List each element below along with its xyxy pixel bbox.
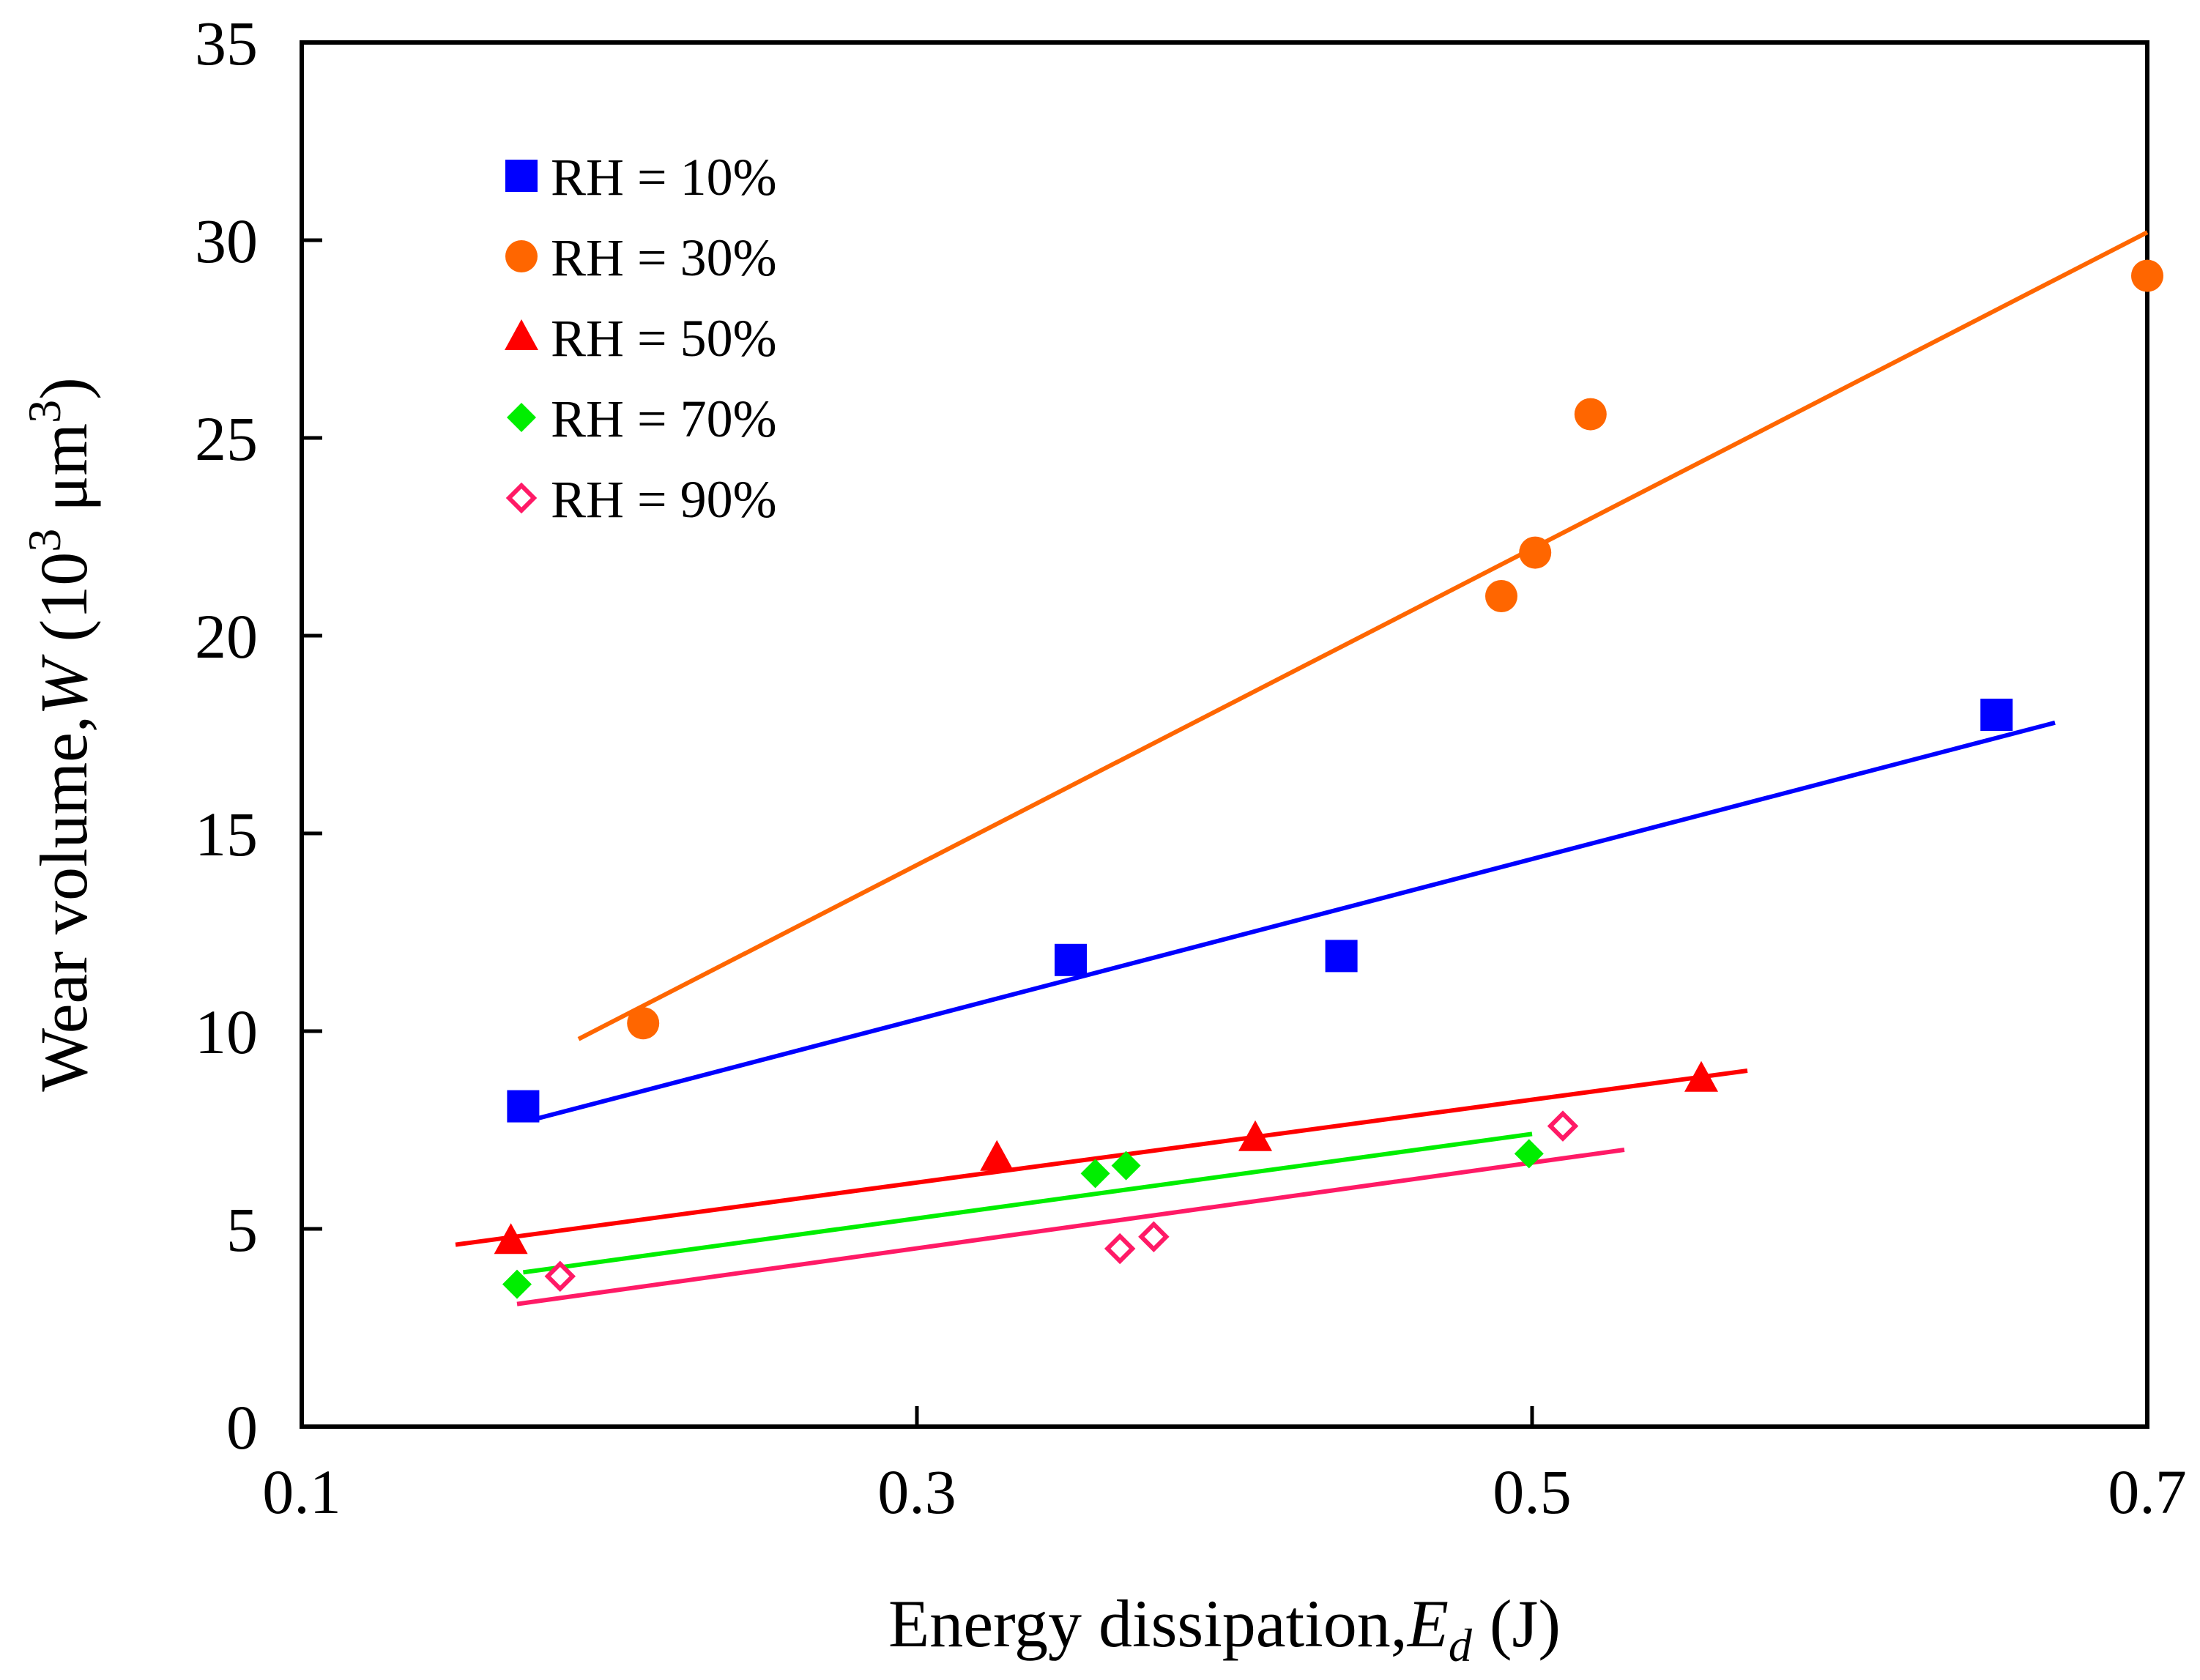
legend-label-rh-70: RH = 70% <box>551 390 777 448</box>
data-point-rh-70 <box>1111 1151 1141 1181</box>
fit-lines <box>455 230 2149 1307</box>
legend-label-rh-30: RH = 30% <box>551 228 777 287</box>
legend-label-rh-10: RH = 10% <box>551 148 777 207</box>
fit-line-rh-10 <box>538 720 2056 1120</box>
y-tick-label: 20 <box>195 601 258 672</box>
x-tick-label: 0.3 <box>877 1457 956 1527</box>
y-tick-label: 25 <box>195 404 258 474</box>
fit-line-rh-90 <box>516 1148 1625 1307</box>
data-point-rh-30 <box>1574 398 1607 431</box>
data-point-rh-30 <box>1485 580 1517 612</box>
x-tick-label: 0.5 <box>1493 1457 1572 1527</box>
legend-label-rh-90: RH = 90% <box>551 470 777 529</box>
data-point-rh-10 <box>1980 699 2013 731</box>
x-tick-label: 0.7 <box>2108 1457 2187 1527</box>
data-point-rh-10 <box>507 1090 540 1123</box>
data-point-rh-70 <box>1514 1139 1544 1169</box>
y-tick-label: 15 <box>195 799 258 869</box>
y-tick-label: 30 <box>195 206 258 276</box>
data-point-rh-70 <box>502 1269 532 1299</box>
axis-ticks: 0.1 0.3 0.5 0.7 0 5 10 15 20 25 30 35 <box>195 8 2187 1527</box>
data-point-rh-30 <box>2131 259 2163 292</box>
data-point-rh-50 <box>1684 1060 1718 1092</box>
legend-marker-rh-90 <box>505 482 538 514</box>
data-point-rh-90 <box>1104 1233 1136 1265</box>
data-point-rh-90 <box>1547 1110 1579 1142</box>
plot-area-frame <box>300 40 2149 1429</box>
data-point-rh-30 <box>627 1007 660 1040</box>
y-axis-label: Wear volume,W(103 μm3) <box>18 377 101 1092</box>
legend-marker-rh-30 <box>505 240 538 272</box>
data-point-rh-50 <box>494 1223 528 1255</box>
legend-label-rh-50: RH = 50% <box>551 309 777 368</box>
x-tick-label: 0.1 <box>262 1457 341 1527</box>
data-point-rh-90 <box>544 1260 576 1293</box>
data-point-rh-70 <box>1080 1159 1110 1189</box>
data-points <box>494 259 2163 1299</box>
fit-line-rh-70 <box>522 1131 1533 1275</box>
legend: RH = 10% RH = 30% RH = 50% RH = 70% RH = 90% <box>505 148 777 529</box>
y-tick-label: 35 <box>195 8 258 78</box>
data-point-rh-50 <box>1238 1120 1272 1151</box>
legend-marker-rh-70 <box>507 403 536 432</box>
x-axis-label: Energy dissipation,Ed (J) <box>888 1586 1561 1671</box>
fit-line-rh-50 <box>455 1068 1748 1247</box>
legend-marker-rh-10 <box>505 160 538 192</box>
data-point-rh-90 <box>1138 1221 1170 1253</box>
fit-line-rh-30 <box>577 230 2149 1041</box>
legend-marker-rh-50 <box>505 319 538 350</box>
data-point-rh-30 <box>1519 536 1552 569</box>
data-point-rh-10 <box>1325 940 1358 973</box>
data-point-rh-50 <box>980 1140 1014 1171</box>
y-tick-label: 10 <box>195 997 258 1067</box>
y-tick-label: 5 <box>226 1194 258 1265</box>
data-point-rh-10 <box>1055 943 1087 976</box>
y-tick-label: 0 <box>226 1392 258 1462</box>
